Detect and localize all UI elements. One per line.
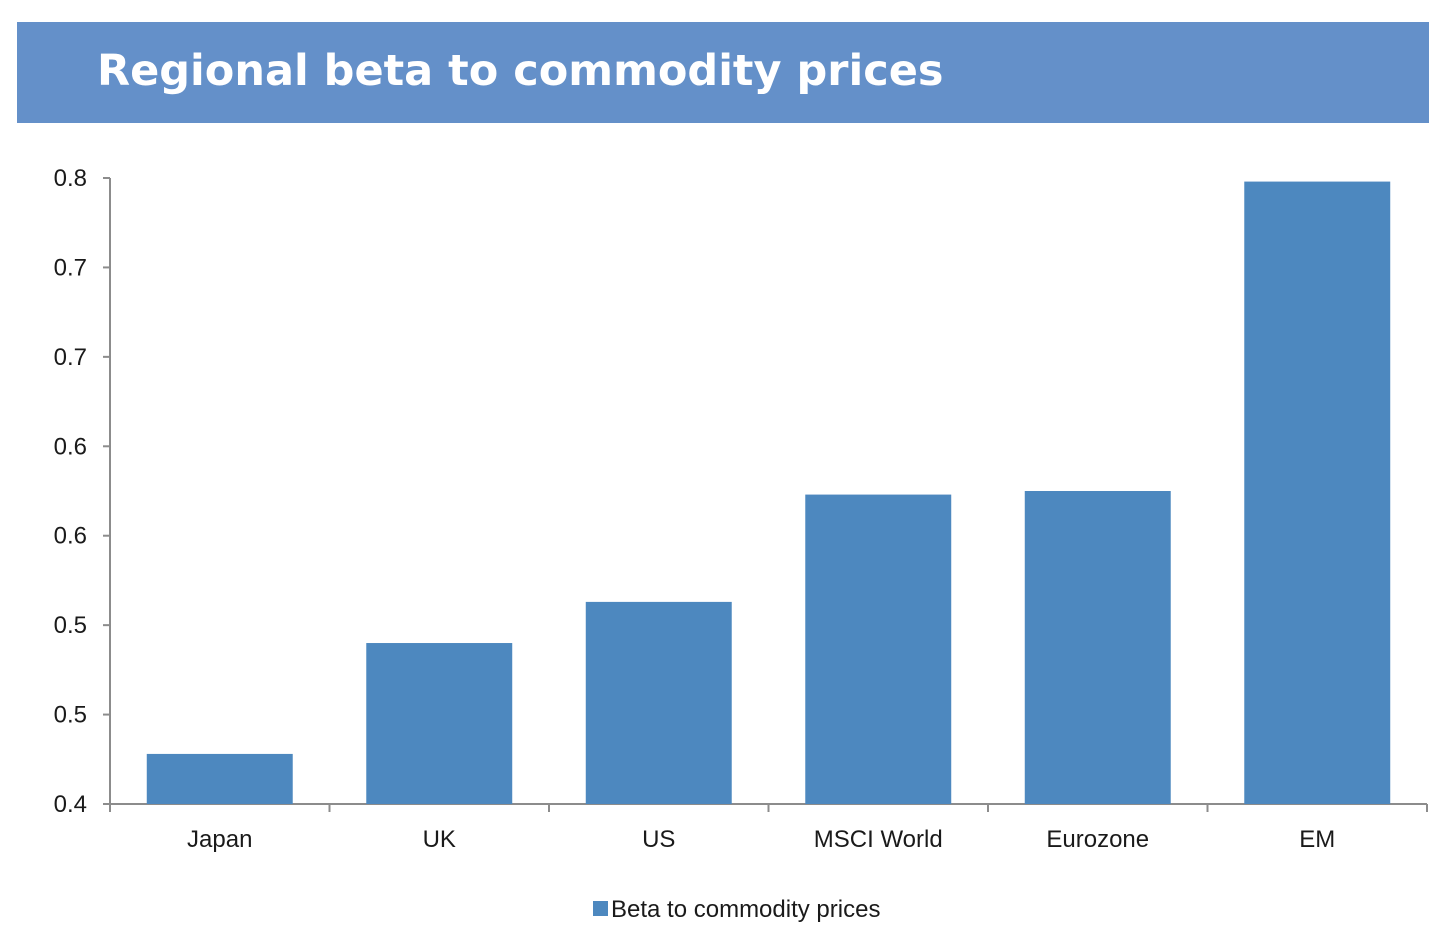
y-tick-label: 0.7: [54, 254, 87, 281]
page-title: Regional beta to commodity prices: [97, 46, 944, 96]
x-tick-label: UK: [423, 826, 456, 853]
x-tick-label: US: [642, 826, 675, 853]
bar-em: [1244, 181, 1391, 804]
x-tick-label: Eurozone: [1046, 826, 1149, 853]
y-tick-label: 0.7: [54, 344, 87, 371]
y-tick-label: 0.6: [54, 523, 87, 550]
bars: [146, 181, 1391, 804]
y-tick-label: 0.4: [54, 791, 87, 818]
legend: Beta to commodity prices: [593, 896, 880, 923]
bar-msci-world: [805, 494, 952, 804]
title-banner: Regional beta to commodity prices: [17, 22, 1429, 123]
bar-eurozone: [1024, 491, 1171, 804]
bar-uk: [366, 643, 513, 804]
x-tick-label: Japan: [187, 826, 252, 853]
x-axis: Japan UK US MSCI World Eurozone EM: [109, 803, 1428, 853]
bar-us: [585, 601, 732, 804]
x-tick-label: EM: [1299, 826, 1335, 853]
y-tick-label: 0.6: [54, 433, 87, 460]
y-axis: 0.4 0.5 0.5 0.6 0.6 0.7 0.7 0.8: [54, 165, 111, 818]
legend-label: Beta to commodity prices: [611, 896, 880, 923]
y-tick-label: 0.8: [54, 165, 87, 192]
x-tick-label: MSCI World: [814, 826, 943, 853]
bar-japan: [146, 753, 293, 804]
y-tick-label: 0.5: [54, 702, 87, 729]
legend-swatch: [593, 901, 608, 916]
y-tick-label: 0.5: [54, 612, 87, 639]
